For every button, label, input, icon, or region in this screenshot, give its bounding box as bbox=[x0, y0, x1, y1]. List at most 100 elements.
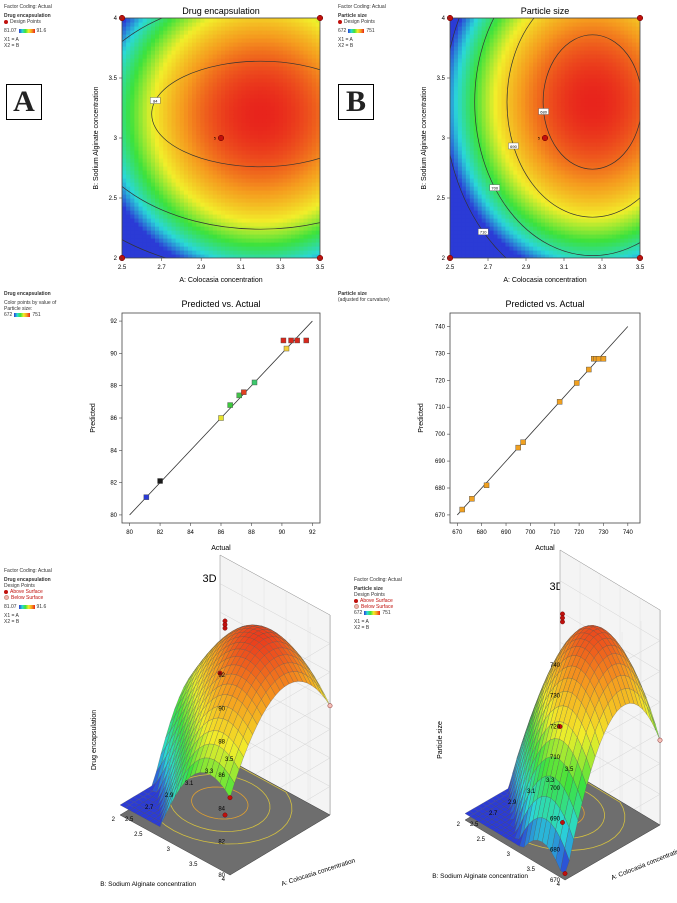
heatmap-cell bbox=[509, 118, 514, 123]
heatmap-cell bbox=[450, 226, 455, 231]
heatmap-cell bbox=[505, 46, 510, 51]
heatmap-cell bbox=[241, 110, 247, 115]
heatmap-cell bbox=[200, 46, 206, 51]
heatmap-cell bbox=[509, 82, 514, 87]
heatmap-cell bbox=[200, 202, 206, 207]
heatmap-cell bbox=[142, 18, 148, 23]
heatmap-cell bbox=[315, 170, 320, 175]
heatmap-cell bbox=[130, 18, 135, 23]
heatmap-cell bbox=[196, 154, 201, 159]
heatmap-cell bbox=[262, 218, 267, 223]
heatmap-cell bbox=[303, 218, 309, 223]
heatmap-cell bbox=[126, 182, 131, 187]
heatmap-cell bbox=[548, 94, 554, 99]
heatmap-cell bbox=[548, 230, 554, 235]
heatmap-cell bbox=[245, 22, 251, 27]
heatmap-cell bbox=[262, 122, 267, 127]
heatmap-cell bbox=[146, 142, 152, 147]
heatmap-cell bbox=[179, 182, 185, 187]
heatmap-cell bbox=[493, 162, 499, 167]
heatmap-cell bbox=[167, 190, 173, 195]
heatmap-cell bbox=[315, 226, 320, 231]
heatmap-cell bbox=[241, 254, 247, 258]
heatmap-cell bbox=[245, 74, 251, 79]
heatmap-cell bbox=[146, 218, 152, 223]
heatmap-cell bbox=[146, 146, 152, 151]
heatmap-cell bbox=[167, 242, 173, 247]
heatmap-cell bbox=[541, 94, 546, 99]
heatmap-cell bbox=[505, 118, 510, 123]
heatmap-cell bbox=[299, 254, 305, 258]
heatmap-cell bbox=[521, 74, 526, 79]
heatmap-cell bbox=[489, 226, 495, 231]
heatmap-cell bbox=[537, 102, 542, 107]
heatmap-cell bbox=[311, 166, 317, 171]
heatmap-cell bbox=[481, 62, 487, 67]
heatmap-cell bbox=[122, 222, 127, 227]
heatmap-cell bbox=[560, 94, 566, 99]
heatmap-cell bbox=[521, 26, 526, 31]
heatmap-cell bbox=[453, 62, 459, 67]
heatmap-cell bbox=[134, 178, 140, 183]
heatmap-cell bbox=[258, 30, 263, 35]
heatmap-cell bbox=[254, 238, 259, 243]
heatmap-cell bbox=[282, 86, 288, 91]
heatmap-cell bbox=[497, 122, 503, 127]
heatmap-cell bbox=[142, 150, 148, 155]
heatmap-cell bbox=[122, 106, 127, 111]
heatmap-cell bbox=[138, 202, 144, 207]
heatmap-cell bbox=[537, 246, 542, 251]
heatmap-cell bbox=[497, 146, 503, 151]
heatmap-cell bbox=[560, 190, 566, 195]
heatmap-cell bbox=[278, 86, 284, 91]
heatmap-cell bbox=[249, 74, 255, 79]
heatmap-cell bbox=[505, 146, 510, 151]
heatmap-cell bbox=[266, 46, 272, 51]
heatmap-cell bbox=[537, 142, 542, 147]
heatmap-cell bbox=[245, 178, 251, 183]
heatmap-cell bbox=[497, 34, 503, 39]
heatmap-cell bbox=[509, 90, 514, 95]
heatmap-cell bbox=[159, 222, 164, 227]
heatmap-cell bbox=[208, 82, 214, 87]
heatmap-cell bbox=[287, 66, 292, 71]
heatmap-cell bbox=[163, 90, 168, 95]
heatmap-cell bbox=[274, 42, 280, 47]
heatmap-cell bbox=[469, 198, 475, 203]
heatmap-cell bbox=[311, 218, 317, 223]
heatmap-cell bbox=[473, 158, 479, 163]
heatmap-cell bbox=[142, 94, 148, 99]
heatmap-cell bbox=[481, 190, 487, 195]
heatmap-cell bbox=[465, 50, 471, 55]
heatmap-cell bbox=[450, 62, 455, 67]
legend-line: Below Surface bbox=[11, 595, 44, 601]
heatmap-cell bbox=[208, 42, 214, 47]
heatmap-cell bbox=[568, 194, 574, 199]
heatmap-cell bbox=[548, 26, 554, 31]
heatmap-cell bbox=[509, 226, 514, 231]
heatmap-cell bbox=[493, 110, 499, 115]
heatmap-cell bbox=[315, 50, 320, 55]
heatmap-cell bbox=[537, 134, 542, 139]
heatmap-cell bbox=[568, 34, 574, 39]
heatmap-cell bbox=[568, 98, 574, 103]
heatmap-cell bbox=[142, 166, 148, 171]
heatmap-cell bbox=[469, 242, 475, 247]
heatmap-cell bbox=[311, 238, 317, 243]
heatmap-cell bbox=[171, 38, 177, 43]
heatmap-cell bbox=[163, 50, 168, 55]
heatmap-cell bbox=[529, 86, 534, 91]
heatmap-cell bbox=[453, 114, 459, 119]
heatmap-cell bbox=[315, 162, 320, 167]
heatmap-cell bbox=[270, 58, 276, 63]
heatmap-cell bbox=[473, 170, 479, 175]
heatmap-cell bbox=[572, 130, 578, 135]
heatmap-cell bbox=[163, 174, 168, 179]
heatmap-cell bbox=[278, 250, 284, 255]
heatmap-cell bbox=[229, 94, 234, 99]
heatmap-cell bbox=[525, 250, 530, 255]
heatmap-cell bbox=[225, 90, 230, 95]
heatmap-cell bbox=[291, 186, 296, 191]
heatmap-cell bbox=[179, 102, 185, 107]
heatmap-cell bbox=[258, 194, 263, 199]
